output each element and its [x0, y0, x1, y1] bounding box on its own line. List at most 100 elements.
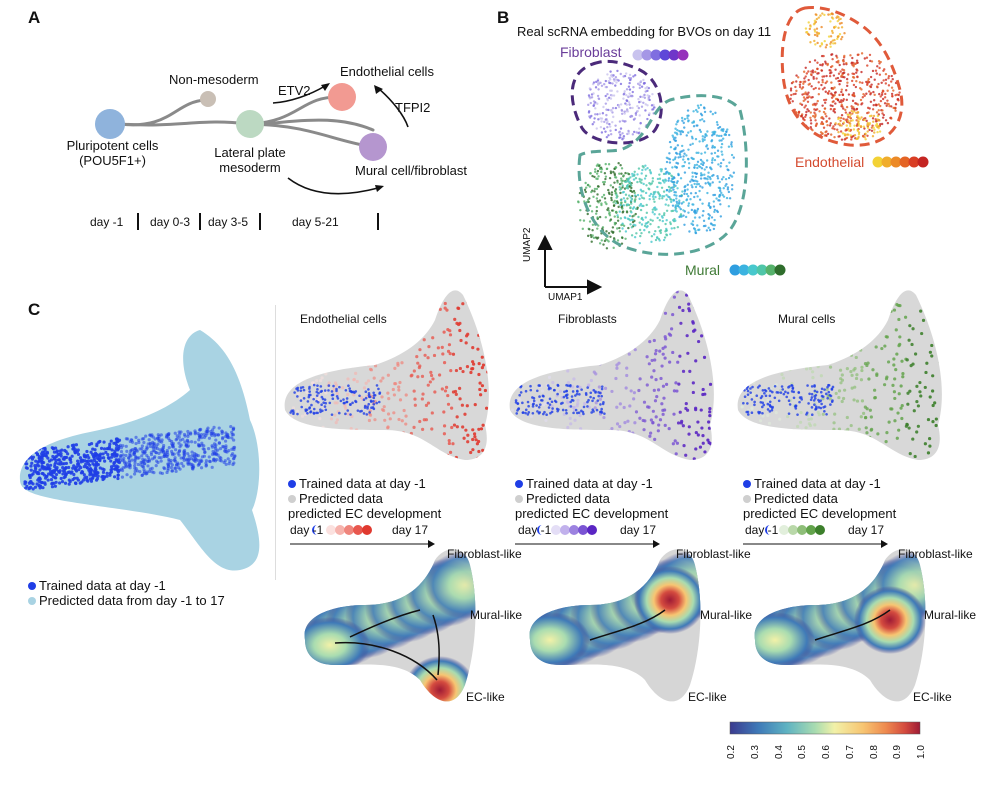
subpanel-title-fibro: Fibroblasts — [558, 312, 617, 326]
colorbar-tick: 0.5 — [797, 745, 809, 759]
arrow-tfpi2 — [377, 87, 409, 128]
colorbar-tick: 0.6 — [821, 745, 832, 759]
label-lateral-plate: Lateral plate mesoderm — [205, 145, 295, 175]
arrow-etv2 — [272, 85, 326, 104]
legend-sub-mural-trained: Trained data at day -1 — [743, 476, 896, 491]
endothelial-cluster-orange — [804, 12, 846, 49]
trajectory-arrows-2 — [814, 609, 891, 641]
colorbar-tick: 0.8 — [868, 745, 880, 759]
legend-sub-ec-dev: predicted EC development — [288, 506, 441, 521]
colorbar-tick: 0.4 — [773, 745, 785, 759]
dayscale-ec-start: day -1 — [290, 523, 324, 537]
umap-fibro — [509, 290, 714, 460]
legend-text: Trained data at day -1 — [526, 476, 653, 491]
node-mural — [359, 133, 387, 161]
fibroblast-cluster — [587, 69, 656, 141]
legend-sub-ec-trained: Trained data at day -1 — [288, 476, 441, 491]
mural-cluster-blue — [664, 103, 736, 235]
overview-umap — [19, 330, 260, 571]
arrow-mural — [287, 177, 379, 195]
legend-dot — [743, 479, 751, 488]
axis-umap1: UMAP1 — [548, 292, 583, 303]
label-fibroblast: Fibroblast — [560, 44, 622, 60]
panel-b-title: Real scRNA embedding for BVOs on day 11 — [517, 24, 772, 39]
label-non-mesoderm: Non-mesoderm — [169, 72, 259, 87]
label-ec-like-1: EC-like — [466, 690, 505, 704]
density-2 — [754, 549, 926, 702]
colorbar-tick: 0.3 — [749, 745, 761, 759]
label-pluripotent: Pluripotent cells (POU5F1+) — [60, 138, 165, 168]
dayscale-ec-end: day 17 — [392, 523, 429, 537]
legend-sub-mural-dev: predicted EC development — [743, 506, 896, 521]
panel-label-c: C — [28, 300, 41, 319]
label-mural-like-3: Mural-like — [924, 608, 977, 622]
panel-label-a: A — [28, 8, 41, 27]
fibroblast-outline — [570, 59, 663, 145]
colorbar-tick: 0.2 — [726, 745, 737, 759]
legend-text: predicted EC development — [743, 506, 897, 521]
node-lateral-plate — [236, 110, 264, 138]
label-fibroblast-like-2: Fibroblast-like — [676, 547, 751, 561]
label-pluripotent-line1: Pluripotent cells — [66, 138, 159, 153]
legend-dot — [288, 494, 296, 503]
legend-text: Predicted data — [526, 491, 610, 506]
colorbar-tick: 1.0 — [916, 745, 927, 759]
legend-dot — [743, 494, 751, 503]
trajectory-arrows-0 — [334, 609, 440, 681]
subpanel-title-mural: Mural cells — [778, 312, 836, 326]
legend-dot — [515, 479, 523, 488]
label-fibroblast-like-3: Fibroblast-like — [898, 547, 973, 561]
timeline-day-minus1: day -1 — [90, 215, 124, 229]
label-ec-like-3: EC-like — [913, 690, 952, 704]
timeline-day5-21: day 5-21 — [292, 215, 339, 229]
label-endothelial: Endothelial — [795, 154, 865, 170]
colorbar — [729, 721, 921, 735]
legend-predicted: Predicted data from day -1 to 17 — [28, 593, 225, 608]
legend-sub-fibro-trained: Trained data at day -1 — [515, 476, 668, 491]
node-endothelial — [328, 83, 356, 111]
endothelial-color-scale — [872, 156, 929, 168]
timeline-day3-5: day 3-5 — [208, 215, 249, 229]
label-tfpi2: TFPI2 — [395, 100, 431, 115]
subpanel-title-ec: Endothelial cells — [300, 312, 387, 326]
label-ec-like-2: EC-like — [688, 690, 727, 704]
legend-text: Predicted data — [754, 491, 838, 506]
dot-trained — [28, 581, 36, 590]
dayscale-fibro-start: day -1 — [518, 523, 552, 537]
label-mural: Mural — [685, 262, 721, 278]
label-pluripotent-line2: (POU5F1+) — [79, 153, 146, 168]
legend-text: Trained data at day -1 — [754, 476, 881, 491]
colorbar-tick: 0.9 — [892, 745, 904, 759]
legend-sub-mural: Trained data at day -1 Predicted data pr… — [743, 476, 896, 521]
umap-ec — [284, 290, 489, 460]
mural-outline — [577, 94, 748, 256]
label-lateral-line1: Lateral plate — [214, 145, 286, 160]
legend-sub-ec: Trained data at day -1 Predicted data pr… — [288, 476, 441, 521]
legend-predicted-text: Predicted data from day -1 to 17 — [39, 593, 225, 608]
day-scale-2 — [743, 525, 888, 548]
endothelial-cluster-yellow — [834, 109, 882, 141]
overview-legend: Trained data at day -1 Predicted data fr… — [28, 578, 225, 608]
label-mural-like-1: Mural-like — [470, 608, 523, 622]
label-fibroblast-like-1: Fibroblast-like — [447, 547, 522, 561]
legend-dot — [515, 494, 523, 503]
day-scale-1 — [515, 525, 660, 548]
legend-dot — [288, 479, 296, 488]
legend-text: Trained data at day -1 — [299, 476, 426, 491]
legend-text: Predicted data — [299, 491, 383, 506]
label-endothelial-cells: Endothelial cells — [340, 64, 434, 79]
node-non-mesoderm — [200, 91, 216, 107]
dot-predicted — [28, 596, 36, 605]
legend-sub-ec-pred: Predicted data — [288, 491, 441, 506]
mural-color-scale — [729, 264, 786, 276]
branch-to-lateral — [118, 120, 250, 127]
legend-sub-fibro-pred: Predicted data — [515, 491, 668, 506]
label-lateral-line2: mesoderm — [219, 160, 281, 175]
endothelial-outline — [780, 5, 904, 147]
label-etv2: ETV2 — [278, 83, 311, 98]
label-mural-like-2: Mural-like — [700, 608, 753, 622]
legend-trained-text: Trained data at day -1 — [39, 578, 166, 593]
colorbar-tick: 0.7 — [844, 745, 856, 759]
